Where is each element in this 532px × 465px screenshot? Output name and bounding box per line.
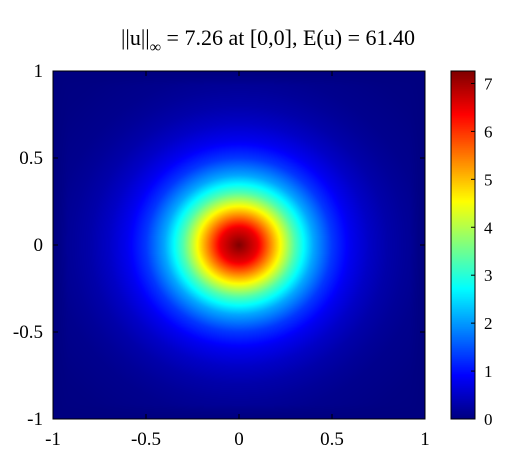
y-tick-label: 1 [34, 61, 44, 82]
chart-title: ||u||∞ = 7.26 at [0,0], E(u) = 61.40 [121, 25, 415, 56]
colorbar-tick-label: 3 [484, 266, 493, 285]
title-norm-subscript: ∞ [150, 39, 161, 56]
y-axis: 1 0.5 0 -0.5 -1 [13, 61, 425, 430]
colorbar-tick-label: 0 [484, 410, 493, 429]
plot-area [52, 70, 426, 420]
title-rest: = 7.26 at [0,0], E(u) = 61.40 [161, 25, 415, 50]
x-tick-label: -0.5 [131, 429, 161, 450]
x-tick-label: 0 [234, 429, 244, 450]
x-tick-label: 0.5 [320, 429, 344, 450]
colorbar-frame [450, 70, 476, 420]
colorbar-ticks: 7 6 5 4 3 2 1 0 [471, 74, 493, 429]
y-tick-label: -0.5 [13, 322, 43, 343]
colorbar-tick-label: 7 [484, 74, 493, 93]
y-tick-label: -1 [27, 409, 43, 430]
heatmap-image [53, 71, 425, 419]
title-norm: ||u|| [121, 25, 150, 50]
x-tick-label: 1 [420, 429, 430, 450]
colorbar: 7 6 5 4 3 2 1 0 [450, 70, 493, 429]
colorbar-tick-label: 6 [484, 122, 493, 141]
x-axis: -1 -0.5 0 0.5 1 [45, 71, 430, 450]
colorbar-tick-label: 1 [484, 362, 493, 381]
colorbar-tick-label: 4 [484, 218, 493, 237]
x-tick-label: -1 [45, 429, 61, 450]
y-tick-label: 0 [34, 235, 44, 256]
y-tick-label: 0.5 [19, 148, 43, 169]
colorbar-tick-label: 5 [484, 170, 493, 189]
colorbar-tick-label: 2 [484, 314, 493, 333]
colorbar-gradient [451, 71, 475, 419]
